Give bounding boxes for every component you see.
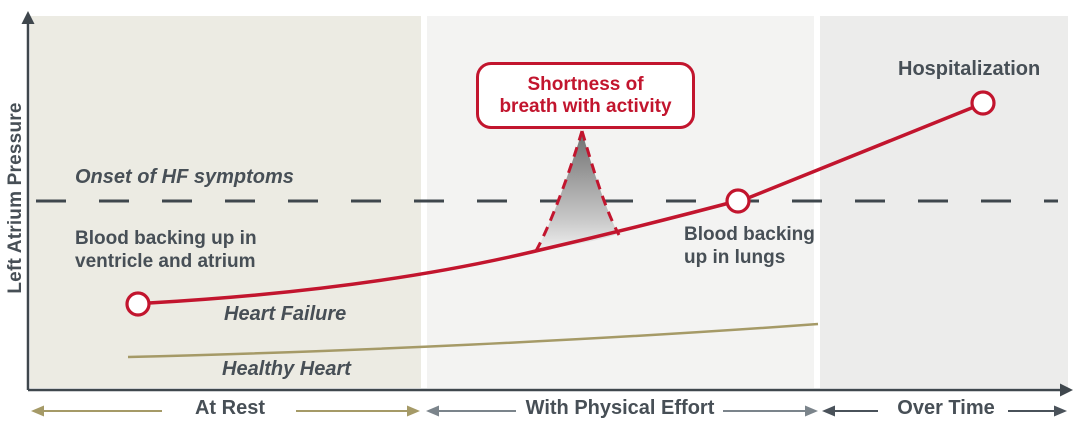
blood-backing-lungs-line2: up in lungs	[684, 247, 786, 268]
at-rest-left-arrowhead-icon	[31, 405, 44, 417]
at-rest-right-arrowhead-icon	[407, 405, 420, 417]
blood-backing-lungs-line1: Blood backing	[684, 224, 815, 245]
x-zone-label-at-rest: At Rest	[194, 397, 265, 419]
x-zone-label-over-time: Over Time	[897, 397, 995, 419]
y-axis-label: Left Atrium Pressure	[5, 102, 26, 294]
marker-hospitalization	[970, 90, 996, 116]
symptom-spike-right-dashed-edge	[580, 130, 621, 236]
effort-left-arrowhead-icon	[426, 405, 439, 417]
healthy-heart-curve	[127, 322, 819, 359]
blood-backing-lungs-label: Blood backing up in lungs	[684, 223, 815, 269]
y-axis-arrowhead-icon	[21, 11, 35, 24]
shortness-of-breath-callout: Shortness of breath with activity	[476, 62, 695, 129]
overtime-right-arrowhead-icon	[1054, 405, 1067, 417]
callout-line2: breath with activity	[499, 96, 672, 117]
heart-failure-series-label: Heart Failure	[224, 303, 347, 325]
onset-symptoms-label: Onset of HF symptoms	[75, 166, 294, 188]
heart-failure-curve	[148, 105, 975, 305]
blood-backing-ventricle-line2: ventricle and atrium	[75, 251, 256, 272]
x-zone-label-with-physical-effort: With Physical Effort	[525, 397, 715, 419]
hospitalization-label: Hospitalization	[898, 58, 1041, 80]
blood-backing-ventricle-line1: Blood backing up in	[75, 228, 257, 249]
callout-line1: Shortness of	[527, 74, 644, 95]
effort-right-arrowhead-icon	[805, 405, 818, 417]
symptom-spike-fill	[537, 131, 618, 250]
healthy-heart-series-label: Healthy Heart	[222, 358, 351, 380]
marker-blood-backing-ventricle	[125, 291, 151, 317]
overtime-left-arrowhead-icon	[822, 405, 835, 417]
blood-backing-ventricle-label: Blood backing up in ventricle and atrium	[75, 227, 257, 273]
x-axis-arrowhead-icon	[1060, 383, 1073, 397]
marker-blood-backing-lungs	[725, 188, 751, 214]
